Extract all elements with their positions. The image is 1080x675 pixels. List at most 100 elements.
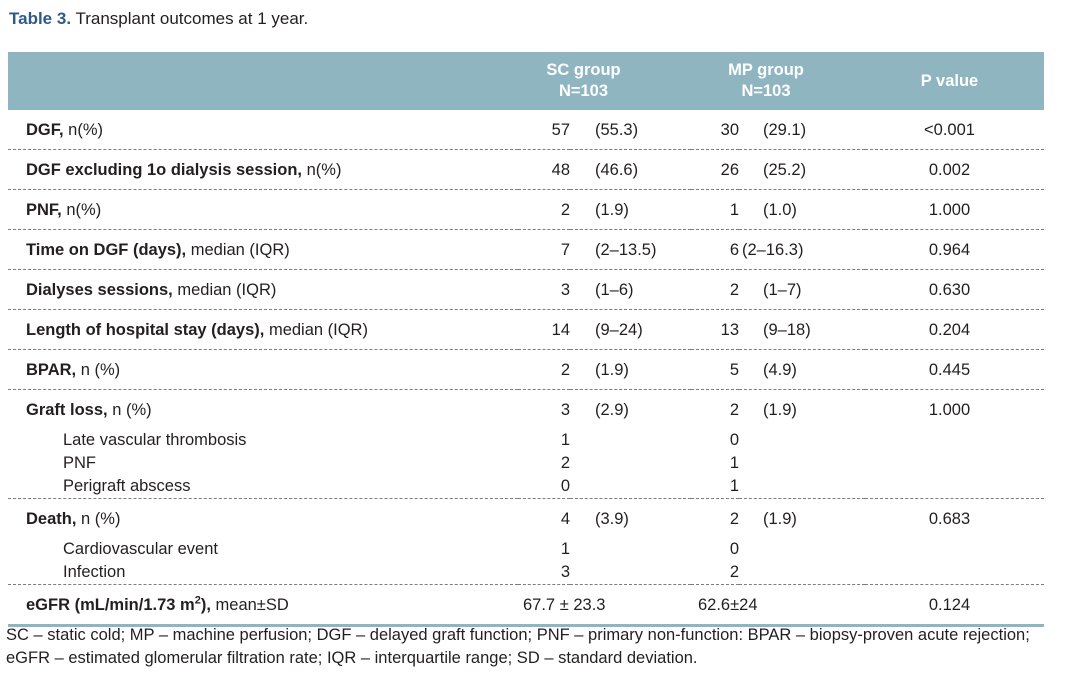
row-label: Time on DGF (days), median (IQR) — [8, 229, 518, 270]
header-label — [8, 52, 518, 110]
p-value-cell: 0.002 — [865, 149, 1044, 190]
row-label-unit: median (IQR) — [186, 241, 290, 259]
row-label-unit: mean±SD — [210, 596, 289, 614]
mp-count-cell: 26 — [691, 149, 739, 190]
mp-count-cell: 30 — [691, 110, 739, 150]
sc-percent: (2.9) — [595, 401, 629, 419]
sc-percent: (46.6) — [595, 161, 639, 179]
mp-percent: (1.0) — [763, 201, 797, 219]
mp-count: 1 — [729, 201, 739, 219]
header-sc-group: SC group N=103 — [518, 52, 691, 110]
header-p-value: P value — [865, 52, 1044, 110]
p-value-cell: <0.001 — [865, 110, 1044, 150]
mp-count: 30 — [720, 121, 739, 139]
sc-count: 7 — [560, 241, 570, 259]
mp-count-cell: 1 — [691, 189, 739, 230]
sc-percent: (55.3) — [595, 121, 639, 139]
table-row: BPAR, n (%) 2 (1.9) 5 (4.9) 0.445 — [8, 349, 1044, 390]
row-label: PNF, n(%) — [8, 189, 518, 230]
sc-mean-sd: 67.7 ± 23.3 — [523, 596, 606, 614]
row-label: BPAR, n (%) — [8, 349, 518, 390]
mp-count-cell: 6 — [691, 229, 739, 270]
table-row: Dialyses sessions, median (IQR) 3 (1–6) 2 (1… — [8, 269, 1044, 310]
egfr-label-pre: eGFR (mL/min/1.73 m — [26, 596, 195, 614]
p-value: 0.124 — [928, 596, 971, 614]
row-label-unit: n (%) — [76, 361, 121, 379]
mp-sub-count: 0 — [729, 540, 739, 558]
table-footnote: SC – static cold; MP – machine perfusion… — [6, 626, 1030, 667]
sc-percent-cell: (1.9) — [570, 349, 691, 390]
header-sc-title: SC group — [546, 61, 621, 79]
row-label-bold: Length of hospital stay (days), — [26, 321, 265, 339]
row-label-bold: PNF, — [26, 201, 62, 219]
sc-count-cell: 48 — [518, 149, 570, 190]
sc-count-cell: 2 — [518, 349, 570, 390]
sc-count: 4 — [560, 510, 570, 528]
mp-percent-cell: (9–18) — [739, 309, 865, 350]
table-row-egfr: eGFR (mL/min/1.73 m2), mean±SD 67.7 ± 23.… — [8, 584, 1044, 627]
sc-count: 48 — [551, 161, 570, 179]
header-sc-n: N=103 — [558, 82, 609, 100]
row-label: Length of hospital stay (days), median (… — [8, 309, 518, 350]
row-label-unit: n (%) — [107, 401, 152, 419]
row-label: eGFR (mL/min/1.73 m2), mean±SD — [8, 584, 518, 627]
row-label-unit: n(%) — [302, 161, 342, 179]
sc-count: 57 — [551, 121, 570, 139]
row-label: DGF excluding 1o dialysis session, n(%) — [8, 149, 518, 190]
p-value: 1.000 — [928, 201, 971, 219]
mp-percent-cell: (1.0) — [739, 189, 865, 230]
row-label-unit: median (IQR) — [172, 281, 277, 299]
sc-percent-cell: (3.9) — [570, 498, 691, 585]
mp-percent-cell: (4.9) — [739, 349, 865, 390]
p-value: 0.630 — [928, 281, 971, 299]
row-label-bold: Time on DGF (days), — [26, 241, 187, 259]
sc-sub-count: 3 — [560, 563, 570, 581]
sc-count: 2 — [560, 201, 570, 219]
p-value-cell: 0.204 — [865, 309, 1044, 350]
mp-value-cell: 62.6±24 — [691, 584, 865, 627]
mp-percent-cell: (1.9) — [739, 498, 865, 585]
mp-mean-sd: 62.6±24 — [698, 596, 758, 614]
sc-percent: (3.9) — [595, 510, 629, 528]
mp-count-cell: 5 — [691, 349, 739, 390]
sc-percent-cell: (2.9) — [570, 389, 691, 499]
mp-percent: (1.9) — [763, 401, 797, 419]
sc-percent-cell: (55.3) — [570, 110, 691, 150]
p-value-cell: 0.630 — [865, 269, 1044, 310]
subrow-label: Late vascular thrombosis — [63, 431, 247, 449]
mp-sub-count: 1 — [729, 477, 739, 495]
subrow-label: PNF — [63, 454, 96, 472]
table-row: DGF, n(%) 57 (55.3) 30 (29.1) <0.001 — [8, 110, 1044, 150]
p-value-cell: 0.445 — [865, 349, 1044, 390]
row-label: Dialyses sessions, median (IQR) — [8, 269, 518, 310]
sc-count: 3 — [560, 401, 570, 419]
sc-percent: (2–13.5) — [595, 241, 657, 259]
mp-percent: (29.1) — [763, 121, 807, 139]
p-value-cell: 1.000 — [865, 389, 1044, 499]
sc-percent-cell: (1.9) — [570, 189, 691, 230]
mp-percent-cell: (25.2) — [739, 149, 865, 190]
sc-sub-count: 1 — [560, 540, 570, 558]
header-mp-n: N=103 — [741, 82, 791, 100]
mp-count-cell: 2 0 2 — [691, 498, 739, 585]
sc-count-cell: 7 — [518, 229, 570, 270]
table-row: Length of hospital stay (days), median (… — [8, 309, 1044, 350]
p-value: 0.204 — [928, 321, 971, 339]
mp-sub-count: 0 — [729, 431, 739, 449]
table-row: DGF excluding 1o dialysis session, n(%) 4… — [8, 149, 1044, 190]
outcomes-table: SC group N=103 MP group N=103 P value DG… — [8, 52, 1044, 627]
p-value: 1.000 — [928, 401, 971, 419]
header-mp-group: MP group N=103 — [691, 52, 865, 110]
row-label-bold: Death, — [26, 510, 77, 528]
sc-percent-cell: (1–6) — [570, 269, 691, 310]
row-label: Death, n (%) Cardiovascular event Infectio… — [8, 498, 518, 585]
table-row: Graft loss, n (%) Late vascular thrombosi… — [8, 389, 1044, 499]
mp-count: 5 — [729, 361, 739, 379]
subrow-label: Infection — [63, 563, 126, 581]
mp-count-cell: 2 — [691, 269, 739, 310]
mp-sub-count: 2 — [729, 563, 739, 581]
subrow-label: Perigraft abscess — [63, 477, 191, 495]
sc-value-cell: 67.7 ± 23.3 — [518, 584, 691, 627]
mp-percent: (2–16.3) — [742, 241, 804, 259]
sc-count-cell: 57 — [518, 110, 570, 150]
